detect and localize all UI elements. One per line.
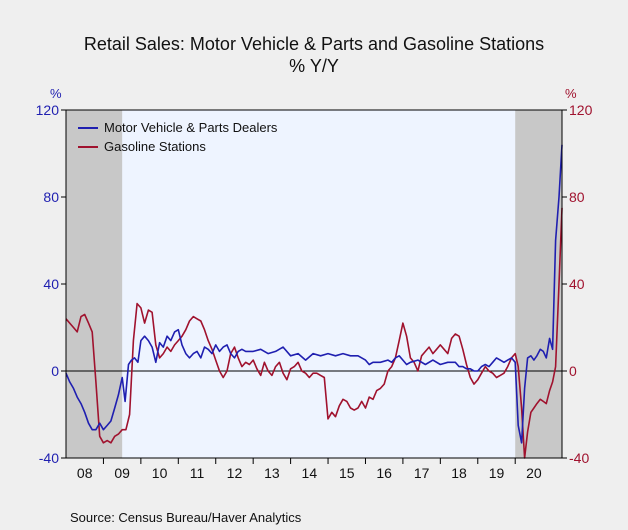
legend-label-1: Gasoline Stations xyxy=(104,139,206,154)
x-tick-label-9: 17 xyxy=(414,465,430,481)
left-tick-label-1: 80 xyxy=(43,189,59,205)
x-tick-label-5: 13 xyxy=(264,465,280,481)
right-tick-label-0: 120 xyxy=(569,102,593,118)
source-note: Source: Census Bureau/Haver Analytics xyxy=(70,510,302,525)
x-tick-label-8: 16 xyxy=(376,465,392,481)
x-tick-label-1: 09 xyxy=(114,465,130,481)
series-line-1 xyxy=(65,207,563,459)
right-tick-label-2: 40 xyxy=(569,276,585,292)
x-tick-label-11: 19 xyxy=(489,465,505,481)
x-tick-label-0: 08 xyxy=(77,465,93,481)
left-tick-label-2: 40 xyxy=(43,276,59,292)
y-axis-ticks: 120 80 40 0 -40 120 80 40 0 -40 xyxy=(36,102,593,466)
chart-title: Retail Sales: Motor Vehicle & Parts and … xyxy=(83,34,545,54)
x-tick-label-4: 12 xyxy=(227,465,243,481)
x-tick-label-3: 11 xyxy=(190,465,205,481)
left-tick-label-3: 0 xyxy=(51,363,59,379)
x-tick-label-12: 20 xyxy=(526,465,542,481)
right-tick-label-4: -40 xyxy=(569,450,589,466)
x-tick-label-2: 10 xyxy=(152,465,168,481)
right-axis-unit: % xyxy=(565,86,577,101)
x-axis-ticks: 08 09 10 11 12 13 14 15 16 17 18 19 20 xyxy=(77,458,542,481)
series-lines xyxy=(65,144,563,459)
recession-band-0 xyxy=(66,110,123,458)
right-tick-label-1: 80 xyxy=(569,189,585,205)
recession-shading xyxy=(66,110,562,458)
x-tick-label-6: 14 xyxy=(302,465,318,481)
left-axis-unit: % xyxy=(50,86,62,101)
series-line-0 xyxy=(65,144,563,444)
left-tick-label-4: -40 xyxy=(39,450,59,466)
right-tick-label-3: 0 xyxy=(569,363,577,379)
chart-subtitle: % Y/Y xyxy=(289,56,339,76)
plot-area xyxy=(66,110,562,458)
legend-label-0: Motor Vehicle & Parts Dealers xyxy=(104,120,278,135)
x-tick-label-10: 18 xyxy=(451,465,467,481)
legend: Motor Vehicle & Parts Dealers Gasoline St… xyxy=(78,120,278,154)
left-tick-label-0: 120 xyxy=(36,102,60,118)
x-tick-label-7: 15 xyxy=(339,465,355,481)
